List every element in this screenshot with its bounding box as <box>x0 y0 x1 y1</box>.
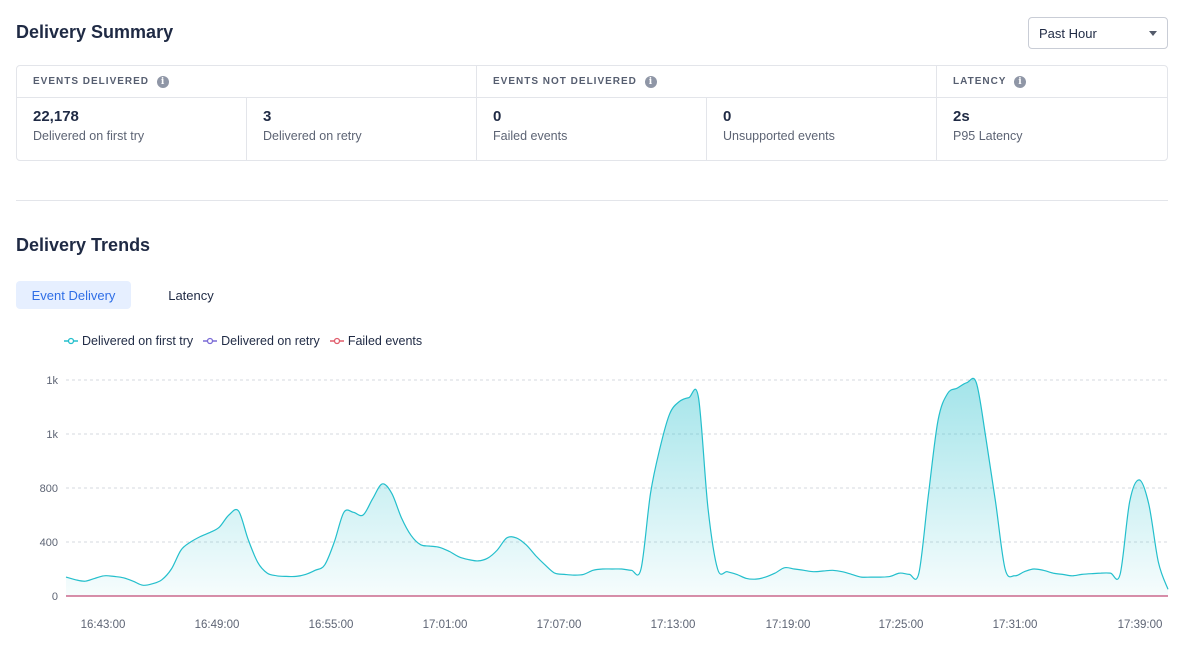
tab-event-delivery[interactable]: Event Delivery <box>16 281 131 309</box>
legend-item-retry[interactable]: Delivered on retry <box>203 334 320 348</box>
legend-item-failed[interactable]: Failed events <box>329 334 423 348</box>
group-title: LATENCY <box>953 76 1007 87</box>
legend-label: Delivered on retry <box>221 334 320 348</box>
series-area-first-try <box>66 378 1168 596</box>
time-range-value: Past Hour <box>1039 25 1097 41</box>
section-title: Delivery Trends <box>16 235 151 255</box>
x-tick-label: 17:07:00 <box>537 619 582 631</box>
caret-down-icon <box>1149 31 1157 36</box>
time-range-select[interactable]: Past Hour <box>1028 17 1168 49</box>
x-tick-label: 16:43:00 <box>81 619 126 631</box>
metric-value: 0 <box>723 108 732 125</box>
delivery-summary-panel: EVENTS DELIVERED i EVENTS NOT DELIVERED … <box>16 65 1168 161</box>
y-tick-label: 800 <box>40 483 58 495</box>
y-tick-label: 0 <box>52 591 58 603</box>
tab-latency[interactable]: Latency <box>168 287 214 303</box>
group-title: EVENTS NOT DELIVERED <box>493 76 637 87</box>
divider <box>706 98 707 160</box>
delivery-trends-chart: 0 400 800 1k 1k 16:43:00 16:49:00 16:55:00 17:01… <box>40 375 1169 631</box>
metric-delivered-on-retry: 3 Delivered on retry <box>247 98 477 160</box>
legend-marker-icon <box>203 337 218 345</box>
x-tick-label: 17:39:00 <box>1118 619 1163 631</box>
metric-label: Unsupported events <box>723 129 835 143</box>
y-tick-label: 1k <box>46 429 58 441</box>
legend-label: Failed events <box>347 334 423 348</box>
legend-label: Delivered on first try <box>82 334 194 348</box>
metric-label: Failed events <box>493 129 568 143</box>
metric-unsupported-events: 0 Unsupported events <box>707 98 937 160</box>
metric-value: 2s <box>953 108 970 125</box>
group-events-delivered: EVENTS DELIVERED i <box>17 66 477 98</box>
x-tick-label: 17:31:00 <box>993 619 1038 631</box>
divider <box>246 98 247 160</box>
legend-marker-icon <box>64 337 78 345</box>
page-title: Delivery Summary <box>16 22 174 42</box>
x-tick-label: 17:01:00 <box>423 619 468 631</box>
x-tick-label: 16:55:00 <box>309 619 354 631</box>
metric-value: 3 <box>263 108 272 125</box>
metric-value: 22,178 <box>33 108 79 125</box>
metric-label: Delivered on first try <box>33 129 145 143</box>
metric-delivered-first-try: 22,178 Delivered on first try <box>17 98 247 160</box>
info-icon[interactable]: i <box>1014 75 1027 88</box>
series-line-first-try <box>65 377 1169 590</box>
x-tick-label: 17:13:00 <box>651 619 696 631</box>
metric-failed-events: 0 Failed events <box>477 98 707 160</box>
metric-value: 0 <box>493 108 502 125</box>
metric-p95-latency: 2s P95 Latency <box>937 98 1167 160</box>
x-tick-label: 16:49:00 <box>195 619 240 631</box>
y-tick-label: 400 <box>40 537 58 549</box>
x-tick-label: 17:25:00 <box>879 619 924 631</box>
chart-legend: Delivered on first try Delivered on retr… <box>64 334 432 348</box>
legend-marker-icon <box>329 337 344 345</box>
group-events-not-delivered: EVENTS NOT DELIVERED i <box>477 66 937 98</box>
group-latency: LATENCY i <box>937 66 1167 98</box>
info-icon[interactable]: i <box>157 75 170 88</box>
divider <box>936 66 937 160</box>
legend-item-first-try[interactable]: Delivered on first try <box>64 334 193 348</box>
y-tick-label: 1k <box>46 375 58 387</box>
metric-label: Delivered on retry <box>263 129 362 143</box>
group-title: EVENTS DELIVERED <box>33 76 150 87</box>
info-icon[interactable]: i <box>644 75 657 88</box>
divider <box>476 66 477 160</box>
section-divider <box>16 200 1168 201</box>
x-tick-label: 17:19:00 <box>766 619 811 631</box>
metric-label: P95 Latency <box>953 129 1023 143</box>
